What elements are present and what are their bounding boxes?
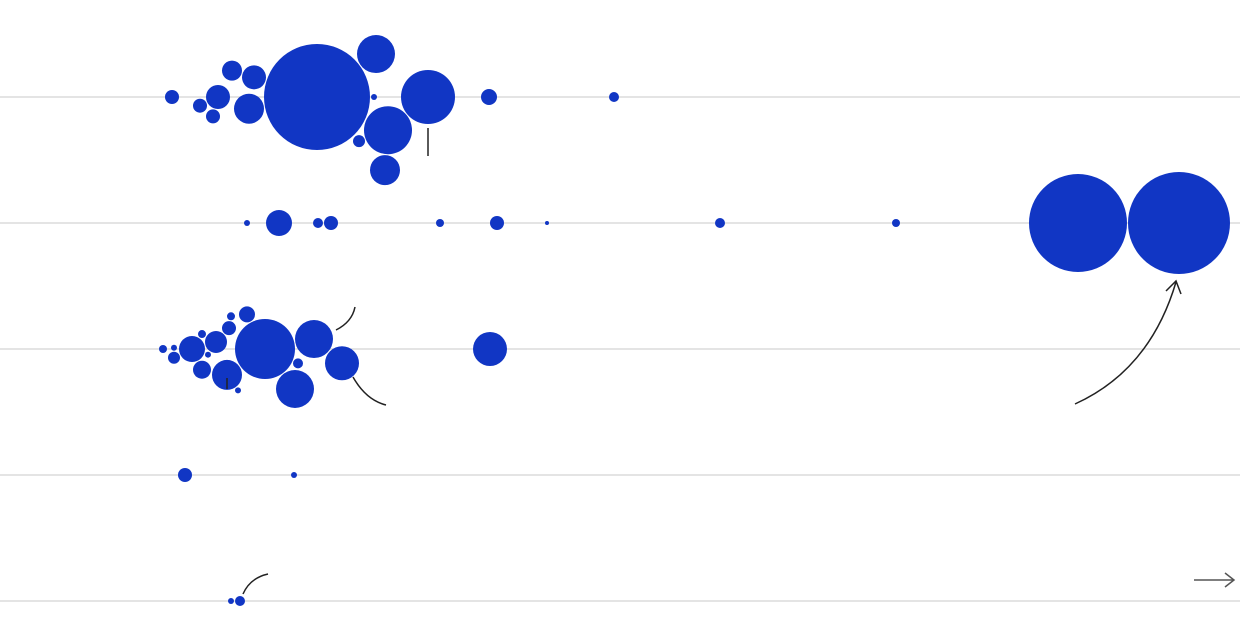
bubble xyxy=(370,155,400,186)
bubble xyxy=(205,331,227,353)
bubble xyxy=(293,358,303,369)
bubble xyxy=(159,345,167,353)
bubble xyxy=(291,472,297,478)
bubble xyxy=(371,94,377,100)
bubble xyxy=(165,90,179,104)
bubble xyxy=(324,216,338,230)
next-arrow[interactable] xyxy=(1194,572,1236,588)
bubble xyxy=(264,44,370,150)
bubble xyxy=(473,332,507,366)
bubble xyxy=(1029,174,1127,272)
bubble xyxy=(545,221,549,225)
annotation-line xyxy=(242,573,269,595)
bubble xyxy=(205,351,211,358)
bubble xyxy=(325,346,359,381)
bubble xyxy=(193,98,207,113)
bubble xyxy=(313,218,323,228)
bubble xyxy=(357,35,395,74)
bubble xyxy=(179,336,205,362)
annotation-line xyxy=(352,376,387,406)
bubble xyxy=(193,360,211,379)
annotation-arrow xyxy=(1074,279,1182,405)
bubble xyxy=(178,468,192,482)
bubble xyxy=(234,93,264,124)
bubble xyxy=(266,210,292,236)
bubble xyxy=(212,359,242,390)
bubble xyxy=(353,135,365,148)
bubble xyxy=(481,89,497,105)
annotation-line xyxy=(335,306,356,331)
bubble xyxy=(235,387,241,394)
bubble xyxy=(235,596,245,606)
bubble xyxy=(206,85,230,109)
bubble xyxy=(171,344,177,351)
bubble xyxy=(609,92,619,102)
bubble xyxy=(242,65,266,90)
bubble xyxy=(892,219,900,227)
bubble xyxy=(239,306,255,323)
bubble xyxy=(168,351,180,364)
bubble xyxy=(295,320,333,359)
bubble xyxy=(198,330,206,339)
bubble xyxy=(222,60,242,81)
bubble xyxy=(401,70,455,124)
bubble xyxy=(276,370,314,408)
bubble xyxy=(235,319,295,379)
bubble xyxy=(206,109,220,124)
bubble xyxy=(1128,172,1230,274)
bubble xyxy=(364,106,412,155)
bubble xyxy=(715,218,725,228)
bubble xyxy=(222,321,236,336)
bubble xyxy=(227,312,235,321)
bubble xyxy=(490,216,504,230)
bubble xyxy=(436,219,444,227)
bubble xyxy=(228,598,234,604)
bubble xyxy=(244,220,250,226)
